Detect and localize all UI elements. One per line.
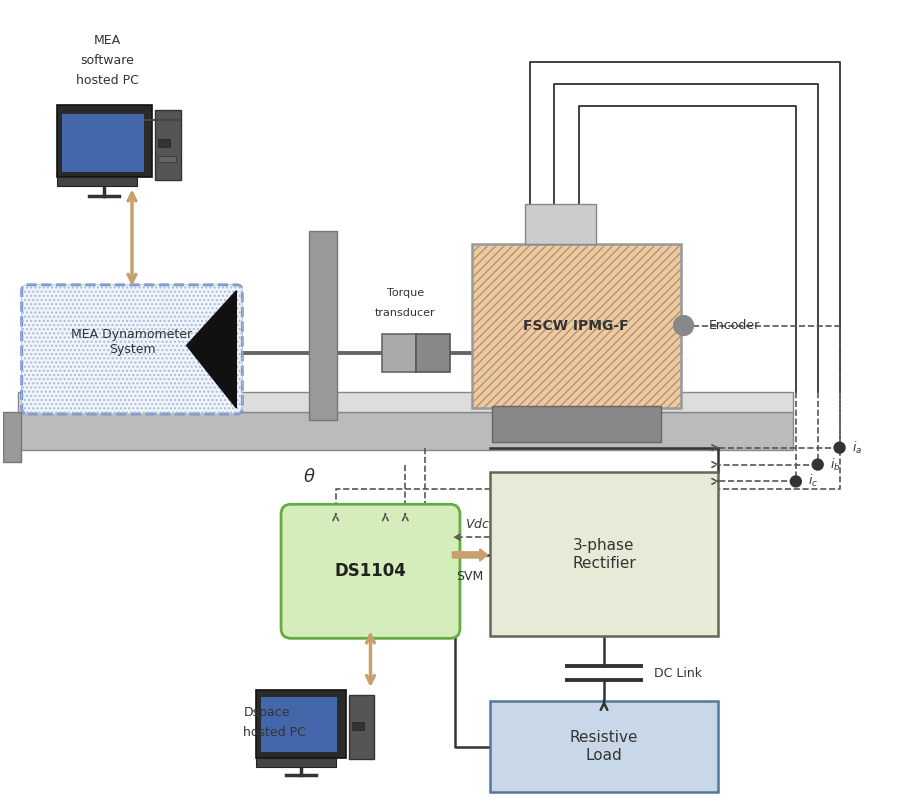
Text: Resistive
Load: Resistive Load xyxy=(570,730,638,762)
Circle shape xyxy=(673,315,694,335)
Circle shape xyxy=(790,476,801,487)
Bar xyxy=(58,105,152,177)
Bar xyxy=(382,334,416,372)
Bar xyxy=(256,758,336,767)
Bar xyxy=(352,722,364,730)
Bar xyxy=(309,231,337,420)
Bar xyxy=(18,392,793,412)
Text: Dspace: Dspace xyxy=(243,706,290,719)
Bar xyxy=(490,473,718,636)
FancyBboxPatch shape xyxy=(281,504,460,638)
Bar xyxy=(256,690,346,758)
Bar xyxy=(348,695,374,759)
Text: MEA: MEA xyxy=(94,34,121,47)
Text: SVM: SVM xyxy=(456,570,483,583)
Bar xyxy=(472,244,680,408)
Bar xyxy=(3,412,21,462)
Bar xyxy=(261,697,337,751)
Text: hosted PC: hosted PC xyxy=(243,726,306,739)
Text: 3-phase
Rectifier: 3-phase Rectifier xyxy=(572,538,636,570)
Bar xyxy=(158,156,176,162)
Text: MEA Dynamometer
System: MEA Dynamometer System xyxy=(71,329,193,357)
Text: transducer: transducer xyxy=(375,308,436,318)
Bar xyxy=(158,139,170,146)
Circle shape xyxy=(834,442,845,453)
Text: $i_a$: $i_a$ xyxy=(851,440,862,456)
Bar xyxy=(491,406,661,442)
Text: $i_c$: $i_c$ xyxy=(808,474,818,490)
Text: hosted PC: hosted PC xyxy=(76,74,139,86)
Text: DC Link: DC Link xyxy=(653,666,702,679)
Text: $i_b$: $i_b$ xyxy=(830,457,841,473)
Bar xyxy=(525,204,596,244)
FancyBboxPatch shape xyxy=(22,285,242,414)
Bar xyxy=(62,114,144,171)
Text: Encoder: Encoder xyxy=(708,319,760,332)
Text: FSCW IPMG-F: FSCW IPMG-F xyxy=(524,318,629,333)
Bar xyxy=(490,701,718,792)
Bar xyxy=(416,334,450,372)
Text: $Vdc$: $Vdc$ xyxy=(465,517,491,531)
Bar xyxy=(58,177,137,186)
Bar xyxy=(155,110,181,179)
Text: DS1104: DS1104 xyxy=(335,562,407,580)
Bar xyxy=(18,412,793,450)
Text: software: software xyxy=(80,54,134,67)
Text: Torque: Torque xyxy=(387,288,424,298)
Text: $\theta$: $\theta$ xyxy=(303,469,316,486)
Polygon shape xyxy=(186,290,237,408)
Circle shape xyxy=(812,459,824,470)
